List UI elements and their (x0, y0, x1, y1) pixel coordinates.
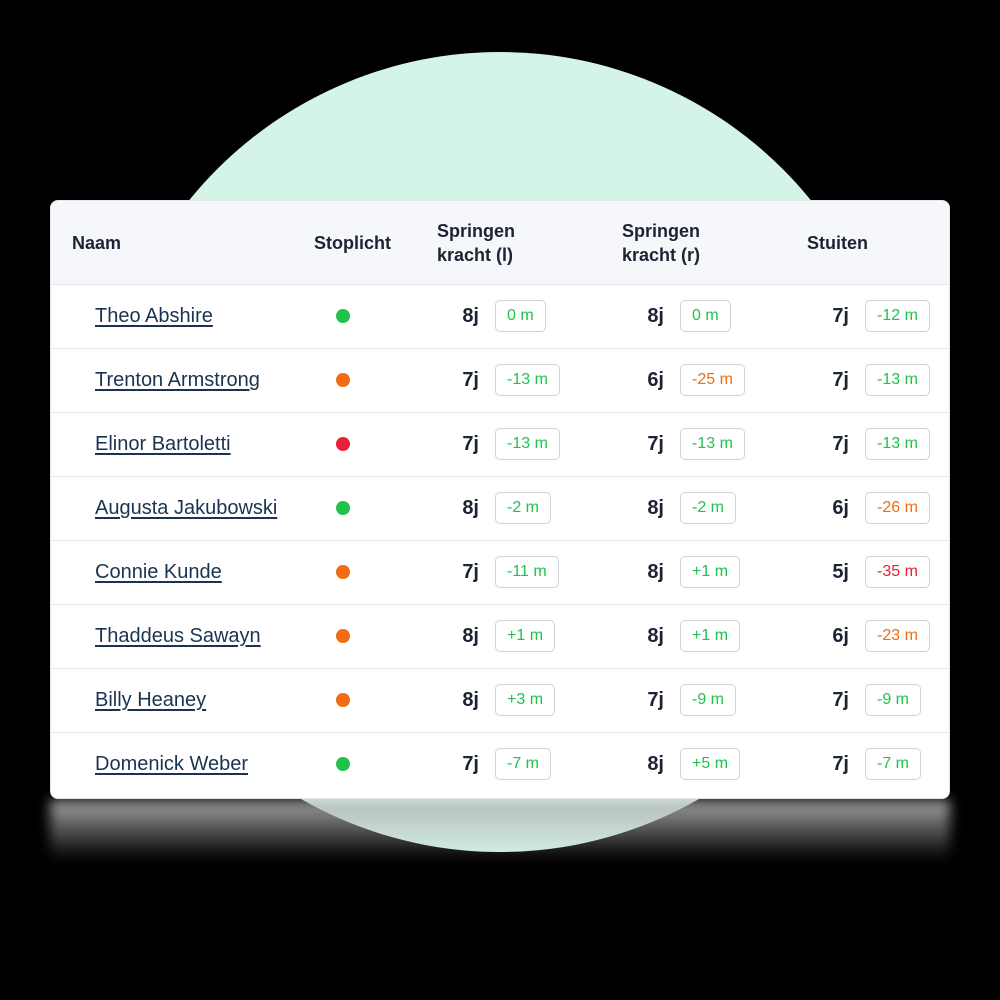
table-row: Elinor Bartoletti 7j -13 m 7j -13 m 7j -13 m (51, 413, 949, 477)
student-name-link[interactable]: Billy Heaney (95, 689, 207, 711)
springen-r-difference-badge: -2 m (680, 492, 736, 524)
springen-l-age: 8j (462, 497, 479, 519)
springen-l-difference-badge: -2 m (495, 492, 551, 524)
springen-l-age: 7j (462, 561, 479, 583)
springen-l-difference-badge: -13 m (495, 364, 560, 396)
springen-l-difference-badge: +3 m (495, 684, 556, 716)
springen-r-age: 6j (647, 369, 664, 391)
traffic-light-indicator (336, 565, 350, 579)
springen-l-age: 7j (462, 369, 479, 391)
table-row: Domenick Weber 7j -7 m 8j +5 m 7j -7 m (51, 733, 949, 796)
student-name-link[interactable]: Thaddeus Sawayn (95, 625, 261, 647)
table-row: Trenton Armstrong 7j -13 m 6j -25 m 7j -13 m (51, 349, 949, 413)
springen-r-difference-badge: +1 m (680, 556, 741, 588)
traffic-light-indicator (336, 437, 350, 451)
column-header-stuiten[interactable]: Stuiten (807, 232, 868, 253)
springen-r-age: 7j (647, 433, 664, 455)
table-row: Billy Heaney 8j +3 m 7j -9 m 7j -9 m (51, 669, 949, 733)
springen-r-difference-badge: +1 m (680, 620, 741, 652)
traffic-light-indicator (336, 501, 350, 515)
column-header-springen-kracht-l[interactable]: Springen kracht (l) (437, 220, 516, 265)
springen-l-difference-badge: -7 m (495, 748, 551, 780)
student-name-link[interactable]: Elinor Bartoletti (95, 433, 231, 455)
table-row: Augusta Jakubowski 8j -2 m 8j -2 m 6j -26 m (51, 477, 949, 541)
springen-r-difference-badge: -9 m (680, 684, 736, 716)
stuiten-difference-badge: -7 m (865, 748, 921, 780)
traffic-light-indicator (336, 629, 350, 643)
student-name-link[interactable]: Trenton Armstrong (95, 369, 260, 391)
springen-r-difference-badge: -13 m (680, 428, 745, 460)
springen-r-difference-badge: 0 m (680, 300, 731, 332)
stuiten-age: 7j (832, 433, 849, 455)
table-row: Theo Abshire 8j 0 m 8j 0 m 7j -12 m (51, 285, 949, 349)
stuiten-age: 6j (832, 497, 849, 519)
column-header-naam[interactable]: Naam (72, 232, 122, 253)
springen-r-difference-badge: +5 m (680, 748, 741, 780)
stuiten-age: 7j (832, 689, 849, 711)
springen-r-age: 7j (647, 689, 664, 711)
stuiten-age: 7j (832, 753, 849, 775)
column-header-stoplicht[interactable]: Stoplicht (314, 232, 391, 253)
springen-r-difference-badge: -25 m (680, 364, 745, 396)
stuiten-difference-badge: -13 m (865, 428, 930, 460)
springen-l-age: 7j (462, 433, 479, 455)
springen-l-difference-badge: -11 m (495, 556, 559, 588)
student-name-link[interactable]: Theo Abshire (95, 305, 213, 327)
student-name-link[interactable]: Domenick Weber (95, 753, 249, 775)
stuiten-difference-badge: -23 m (865, 620, 930, 652)
stuiten-age: 5j (832, 561, 849, 583)
springen-l-age: 8j (462, 689, 479, 711)
table-header: Naam Stoplicht Springen kracht (l) Sprin… (51, 201, 949, 285)
card-shadow (50, 800, 950, 860)
springen-l-age: 8j (462, 305, 479, 327)
stuiten-age: 7j (832, 305, 849, 327)
traffic-light-indicator (336, 693, 350, 707)
stuiten-age: 7j (832, 369, 849, 391)
stuiten-difference-badge: -35 m (865, 556, 930, 588)
springen-l-difference-badge: -13 m (495, 428, 560, 460)
stuiten-difference-badge: -26 m (865, 492, 930, 524)
stuiten-difference-badge: -12 m (865, 300, 930, 332)
stuiten-difference-badge: -9 m (865, 684, 921, 716)
springen-r-age: 8j (647, 625, 664, 647)
stuiten-age: 6j (832, 625, 849, 647)
results-table: Naam Stoplicht Springen kracht (l) Sprin… (50, 200, 950, 799)
student-name-link[interactable]: Connie Kunde (95, 561, 222, 583)
stuiten-difference-badge: -13 m (865, 364, 930, 396)
springen-l-difference-badge: +1 m (495, 620, 556, 652)
table-row: Thaddeus Sawayn 8j +1 m 8j +1 m 6j -23 m (51, 605, 949, 669)
springen-l-difference-badge: 0 m (495, 300, 546, 332)
springen-r-age: 8j (647, 305, 664, 327)
springen-r-age: 8j (647, 753, 664, 775)
table-row: Connie Kunde 7j -11 m 8j +1 m 5j -35 m (51, 541, 949, 605)
springen-r-age: 8j (647, 497, 664, 519)
column-header-springen-kracht-r[interactable]: Springen kracht (r) (622, 220, 701, 265)
traffic-light-indicator (336, 757, 350, 771)
springen-l-age: 7j (462, 753, 479, 775)
traffic-light-indicator (336, 309, 350, 323)
springen-l-age: 8j (462, 625, 479, 647)
student-name-link[interactable]: Augusta Jakubowski (95, 497, 278, 519)
traffic-light-indicator (336, 373, 350, 387)
springen-r-age: 8j (647, 561, 664, 583)
table-body: Theo Abshire 8j 0 m 8j 0 m 7j -12 m Trenton Arm… (51, 285, 949, 796)
